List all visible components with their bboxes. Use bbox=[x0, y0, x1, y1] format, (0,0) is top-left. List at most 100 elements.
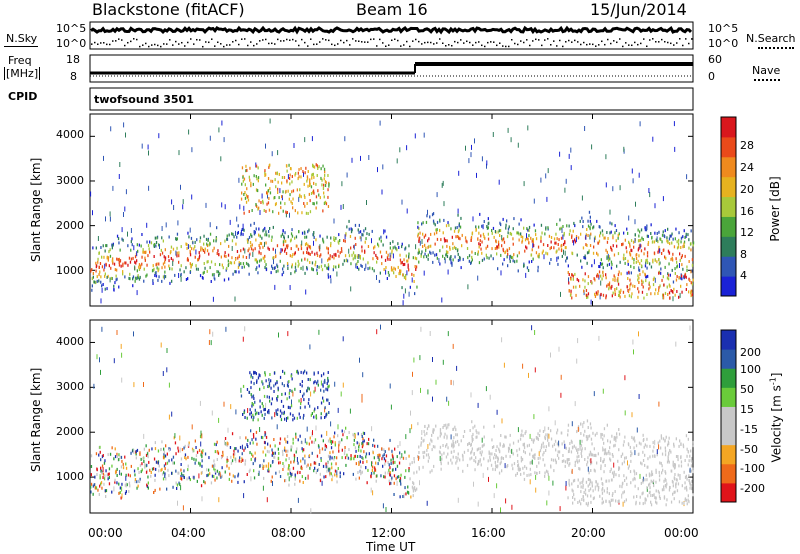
velocity-cell bbox=[361, 456, 363, 459]
velocity-cell bbox=[331, 456, 333, 460]
power-cell bbox=[266, 233, 268, 237]
velocity-cell bbox=[377, 444, 379, 448]
velocity-cell bbox=[361, 445, 364, 449]
velocity-cell bbox=[213, 459, 215, 463]
power-cell bbox=[455, 235, 457, 239]
power-cell bbox=[210, 260, 213, 264]
power-cell bbox=[530, 253, 532, 257]
power-cell bbox=[664, 265, 666, 269]
power-cell bbox=[242, 227, 244, 231]
velocity-cell bbox=[455, 428, 457, 432]
power-cell bbox=[686, 269, 688, 272]
power-noise bbox=[112, 185, 114, 191]
power-cell bbox=[626, 271, 628, 275]
velocity-cell bbox=[613, 437, 615, 441]
velocity-cell bbox=[128, 490, 130, 493]
velocity-cell bbox=[550, 458, 553, 462]
velocity-cell bbox=[574, 460, 576, 464]
velocity-cell bbox=[259, 464, 261, 468]
power-noise bbox=[635, 201, 636, 207]
velocity-cell bbox=[684, 459, 686, 462]
power-cell bbox=[99, 270, 101, 274]
power-cell bbox=[305, 242, 308, 246]
velocity-cell bbox=[165, 477, 167, 481]
power-patch bbox=[312, 202, 314, 205]
power-patch bbox=[250, 184, 252, 188]
power-lateecho bbox=[568, 273, 570, 276]
velocity-cell bbox=[634, 439, 636, 443]
velocity-cell bbox=[146, 463, 148, 467]
velocity-cell bbox=[201, 459, 203, 463]
power-cell bbox=[206, 249, 209, 253]
nsearch-point bbox=[445, 45, 447, 47]
nave-legend-dots bbox=[754, 79, 780, 81]
velocity-cell bbox=[339, 475, 341, 479]
velocity-noise bbox=[310, 508, 312, 514]
nsearch-point bbox=[94, 41, 96, 44]
power-noise bbox=[136, 251, 138, 257]
velocity-cell bbox=[217, 450, 219, 454]
velocity-cell bbox=[682, 445, 685, 449]
nsearch-point bbox=[283, 40, 285, 42]
velocity-noise bbox=[534, 367, 536, 373]
nsearch-point bbox=[451, 44, 453, 47]
power-cell bbox=[315, 260, 317, 264]
power-cell bbox=[301, 258, 303, 262]
nsearch-point bbox=[148, 45, 150, 48]
power-cell bbox=[493, 235, 495, 239]
velocity-noise bbox=[420, 326, 422, 332]
power-cell bbox=[668, 262, 670, 266]
power-cell bbox=[486, 244, 489, 248]
power-cell bbox=[129, 277, 131, 281]
power-cell bbox=[354, 256, 356, 260]
nsearch-point bbox=[181, 41, 183, 44]
velocity-cell bbox=[635, 472, 638, 476]
velocity-noise bbox=[306, 426, 308, 432]
power-cell bbox=[164, 256, 167, 260]
power-cell bbox=[491, 247, 493, 251]
velocity-lateecho bbox=[571, 482, 573, 486]
power-cell bbox=[589, 215, 591, 219]
velocity-cell bbox=[154, 441, 156, 445]
velocity-cell bbox=[119, 491, 121, 494]
velocity-cell bbox=[651, 470, 653, 474]
power-noise bbox=[280, 248, 282, 254]
velocity-cell bbox=[522, 466, 524, 470]
power-patch bbox=[315, 182, 317, 186]
nsearch-point bbox=[202, 45, 204, 48]
velocity-cell bbox=[588, 434, 591, 438]
power-noise bbox=[533, 198, 535, 204]
power-cell bbox=[485, 246, 487, 250]
velocity-lateecho bbox=[639, 495, 641, 499]
power-cell bbox=[287, 263, 289, 267]
velocity-lateecho bbox=[608, 492, 610, 496]
power-cell bbox=[311, 267, 313, 271]
velocity-noise bbox=[113, 486, 115, 492]
velocity-cell bbox=[483, 457, 485, 461]
velocity-cell bbox=[452, 427, 455, 431]
power-lateecho bbox=[611, 294, 613, 298]
power-noise bbox=[673, 121, 675, 127]
velocity-cell bbox=[116, 467, 118, 471]
power-patch bbox=[327, 174, 329, 177]
power-noise bbox=[423, 132, 425, 138]
velocity-cell bbox=[141, 462, 143, 466]
power-cell bbox=[189, 271, 191, 274]
velocity-cell bbox=[609, 440, 611, 444]
power-noise bbox=[92, 210, 93, 216]
power-cell bbox=[674, 237, 676, 241]
velocity-cell bbox=[590, 469, 592, 472]
xtick-0400: 04:00 bbox=[171, 526, 206, 540]
velocity-patch bbox=[301, 380, 303, 384]
power-cell bbox=[282, 243, 285, 247]
velocity-patch bbox=[250, 380, 252, 384]
velocity-noise bbox=[429, 331, 431, 336]
power-noise bbox=[659, 248, 661, 254]
power-cell bbox=[187, 277, 189, 281]
velocity-patch bbox=[261, 413, 263, 417]
velocity-cell bbox=[384, 450, 386, 454]
power-cell bbox=[262, 245, 264, 249]
power-cell bbox=[470, 260, 472, 264]
power-cell bbox=[593, 225, 595, 229]
velocity-lateecho bbox=[650, 500, 652, 504]
